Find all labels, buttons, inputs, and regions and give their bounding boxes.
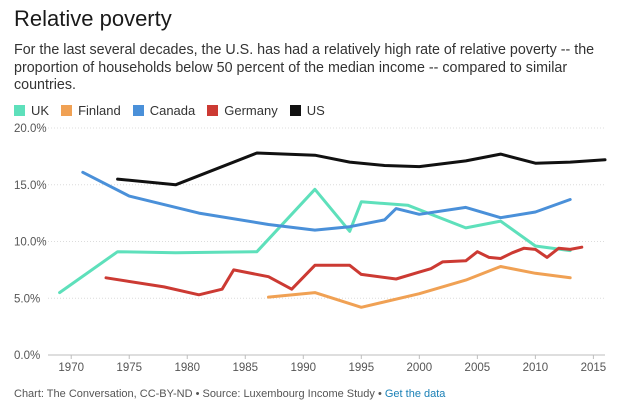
page-title: Relative poverty [14, 6, 172, 31]
legend-swatch [132, 105, 144, 116]
chart-subtitle: For the last several decades, the U.S. h… [14, 42, 595, 93]
x-tick-label: 2015 [581, 362, 607, 374]
legend-swatch [207, 105, 219, 116]
legend-item-finland: Finland [61, 103, 121, 118]
line-chart: 0.0% 5.0% 10.0% 15.0% 20.0% 1970 1975 1980 1985 1… [14, 123, 607, 374]
legend-item-germany: Germany [207, 103, 278, 118]
source-credit: Chart: The Conversation, CC-BY-ND • Sour… [14, 388, 382, 400]
legend-label: Finland [78, 103, 121, 118]
legend-item-canada: Canada [132, 103, 196, 118]
x-tick-label: 1970 [58, 362, 84, 374]
series-line-us [116, 151, 607, 187]
y-tick-label: 10.0% [14, 237, 47, 249]
series-line-finland [267, 265, 572, 309]
y-tick-label: 15.0% [14, 180, 47, 192]
chart-footer: Chart: The Conversation, CC-BY-ND • Sour… [14, 388, 445, 400]
legend-label: Canada [149, 103, 196, 118]
chart-legend: UK Finland Canada Germany US [14, 103, 337, 118]
x-tick-label: 1985 [232, 362, 258, 374]
legend-swatch [289, 105, 301, 116]
x-tick-label: 2000 [407, 362, 433, 374]
series-line-uk [58, 187, 572, 295]
legend-swatch [14, 105, 25, 116]
x-tick-label: 2010 [523, 362, 549, 374]
x-tick-label: 1995 [349, 362, 375, 374]
x-tick-label: 2005 [465, 362, 491, 374]
x-tick-label: 1975 [116, 362, 142, 374]
legend-label: UK [31, 103, 50, 118]
legend-label: Germany [224, 103, 278, 118]
series-line-canada [81, 170, 572, 232]
legend-item-us: US [289, 103, 325, 118]
legend-label: US [306, 103, 325, 118]
series-line-germany [104, 245, 584, 297]
legend-swatch [61, 105, 73, 116]
x-tick-label: 1980 [174, 362, 200, 374]
legend-item-uk: UK [14, 103, 49, 118]
get-data-link[interactable]: Get the data [384, 388, 446, 400]
y-tick-label: 5.0% [14, 293, 40, 305]
y-tick-label: 0.0% [14, 350, 40, 362]
x-tick-label: 1990 [290, 362, 316, 374]
y-tick-label: 20.0% [14, 123, 47, 135]
